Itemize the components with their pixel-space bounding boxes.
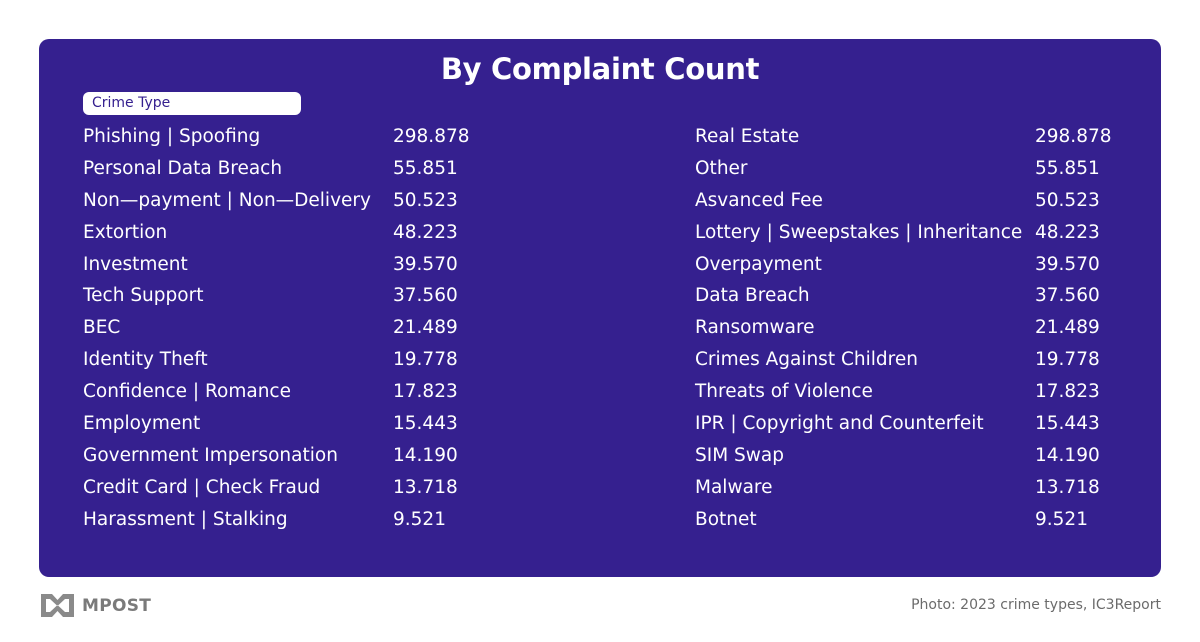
crime-type-name: Identity Theft bbox=[83, 349, 208, 371]
crime-type-name: Botnet bbox=[695, 508, 757, 530]
complaint-count: 17.823 bbox=[393, 381, 458, 403]
brand-logo[interactable]: MPOST bbox=[39, 592, 151, 619]
crime-type-name: Data Breach bbox=[695, 285, 810, 307]
crime-type-name: Credit Card | Check Fraud bbox=[83, 476, 321, 498]
complaint-count: 39.570 bbox=[1035, 253, 1100, 275]
complaint-count: 14.190 bbox=[393, 444, 458, 466]
crime-type-name: Tech Support bbox=[83, 285, 204, 307]
crime-type-name: Real Estate bbox=[695, 126, 800, 147]
complaint-count: 21.489 bbox=[393, 317, 458, 339]
complaint-count: 13.718 bbox=[393, 476, 458, 498]
complaint-count: 9.521 bbox=[1035, 508, 1088, 530]
crime-type-name: Malware bbox=[695, 476, 773, 498]
complaint-count: 50.523 bbox=[393, 189, 458, 211]
complaint-count: 48.223 bbox=[1035, 221, 1100, 243]
complaint-count: 19.778 bbox=[393, 349, 458, 371]
complaint-count: 39.570 bbox=[393, 253, 458, 275]
complaint-count: 14.190 bbox=[1035, 444, 1100, 466]
complaint-count: 55.851 bbox=[393, 157, 458, 179]
crime-type-name: Government Impersonation bbox=[83, 444, 338, 466]
complaint-count: 48.223 bbox=[393, 221, 458, 243]
complaint-count: 21.489 bbox=[1035, 317, 1100, 339]
crime-type-name: Personal Data Breach bbox=[83, 157, 283, 179]
crime-type-name: BEC bbox=[83, 317, 121, 339]
complaint-count: 298.878 bbox=[1035, 126, 1112, 147]
crime-type-header: Crime Type bbox=[83, 92, 301, 115]
complaint-count: 55.851 bbox=[1035, 157, 1100, 179]
crime-type-name: Phishing | Spoofing bbox=[83, 126, 261, 147]
crime-type-name: Ransomware bbox=[695, 317, 815, 339]
complaint-count: 15.443 bbox=[1035, 413, 1100, 435]
crime-type-name: Lottery | Sweepstakes | Inheritance bbox=[695, 221, 1023, 243]
complaint-count: 17.823 bbox=[1035, 381, 1100, 403]
complaint-count: 9.521 bbox=[393, 508, 446, 530]
complaint-count: 37.560 bbox=[1035, 285, 1100, 307]
brand-name: MPOST bbox=[82, 595, 152, 616]
crime-type-name: Non—payment | Non—Delivery bbox=[83, 189, 371, 211]
complaint-count: 298.878 bbox=[393, 126, 470, 147]
crime-type-name: Harassment | Stalking bbox=[83, 508, 288, 530]
complaint-count: 50.523 bbox=[1035, 189, 1100, 211]
complaint-count-panel: By Complaint Count Crime Type Phishing |… bbox=[39, 39, 1161, 577]
crime-type-name: Crimes Against Children bbox=[695, 349, 918, 371]
crime-type-name: Extortion bbox=[83, 221, 168, 243]
complaint-count: 37.560 bbox=[393, 285, 458, 307]
complaint-count: 15.443 bbox=[393, 413, 458, 435]
crime-type-name: Employment bbox=[83, 413, 201, 435]
crime-type-name: Investment bbox=[83, 253, 188, 275]
crime-type-name: Threats of Violence bbox=[695, 381, 873, 403]
crime-type-name: Confidence | Romance bbox=[83, 381, 291, 403]
crime-type-name: Other bbox=[695, 157, 748, 179]
crime-type-name: Asvanced Fee bbox=[695, 189, 823, 211]
crime-type-name: SIM Swap bbox=[695, 444, 784, 466]
complaint-count: 19.778 bbox=[1035, 349, 1100, 371]
complaint-count: 13.718 bbox=[1035, 476, 1100, 498]
mpost-logo-icon bbox=[41, 594, 74, 617]
panel-title: By Complaint Count bbox=[440, 52, 760, 86]
photo-credit: Photo: 2023 crime types, IC3Report bbox=[911, 597, 1161, 613]
crime-type-name: Overpayment bbox=[695, 253, 822, 275]
crime-type-name: IPR | Copyright and Counterfeit bbox=[695, 413, 984, 435]
